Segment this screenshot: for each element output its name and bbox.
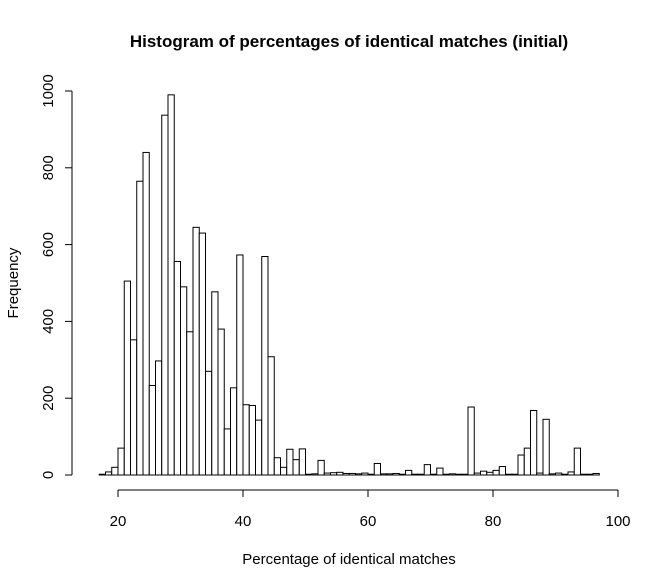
histogram-bar (255, 419, 263, 476)
histogram-bar (248, 404, 256, 476)
histogram-bar (280, 466, 288, 476)
x-tick-label: 20 (110, 513, 127, 530)
histogram-bar (455, 473, 463, 476)
histogram-bar (123, 280, 131, 476)
histogram-bar (311, 473, 319, 476)
histogram-bar (186, 331, 194, 476)
x-tick-label: 80 (485, 513, 502, 530)
histogram-bar (336, 471, 344, 476)
histogram-bar (167, 94, 175, 476)
histogram-bar (542, 418, 550, 476)
x-tick-label: 60 (360, 513, 377, 530)
histogram-bar (217, 328, 225, 476)
histogram-bar (511, 473, 519, 476)
histogram-bar (105, 471, 113, 476)
histogram-bar (155, 360, 163, 476)
histogram-bar (211, 291, 219, 476)
histogram-bar (461, 473, 469, 476)
histogram-bar (136, 180, 144, 476)
histogram-bar (317, 459, 325, 476)
x-tick-label: 100 (605, 513, 630, 530)
histogram-bar (467, 406, 475, 476)
histogram-bar (205, 370, 213, 476)
x-axis-label: Percentage of identical matches (242, 551, 455, 568)
x-tick-label: 40 (235, 513, 252, 530)
y-axis-label: Frequency (5, 247, 22, 318)
histogram-bar (342, 472, 350, 476)
histogram-bar (267, 356, 275, 476)
histogram-bar (436, 467, 444, 476)
histogram-bar (573, 447, 581, 476)
histogram-bar (386, 473, 394, 476)
histogram-bar (567, 471, 575, 476)
histogram-bar (361, 472, 369, 476)
histogram-bar (411, 473, 419, 476)
histogram-bar (98, 473, 106, 476)
histogram-bar (305, 473, 313, 476)
histogram-bar (161, 114, 169, 476)
histogram-bar (117, 447, 125, 476)
histogram-bar (561, 473, 569, 476)
histogram-bar (473, 472, 481, 476)
histogram-bar (480, 470, 488, 476)
histogram-bar (580, 473, 588, 476)
y-tick-label: 0 (40, 471, 57, 479)
histogram-bar (423, 464, 431, 476)
histogram-bar (430, 473, 438, 476)
histogram-bar (498, 466, 506, 476)
chart-title: Histogram of percentages of identical ma… (130, 32, 568, 51)
y-axis: 0 200 400 600 800 1000 (40, 74, 73, 479)
histogram-bar (180, 286, 188, 476)
histogram-bar (380, 473, 388, 476)
histogram-bar (286, 448, 294, 476)
histogram-bar (530, 409, 538, 476)
histogram-bar (261, 256, 269, 476)
histogram-bar (142, 151, 150, 476)
histogram-bars (98, 94, 600, 476)
histogram-bar (173, 260, 181, 476)
histogram-bar (230, 387, 238, 476)
histogram-bar (236, 254, 244, 476)
histogram-bar (273, 457, 281, 476)
histogram-bar (492, 469, 500, 476)
histogram-bar (586, 473, 594, 476)
y-tick-label: 600 (40, 232, 57, 257)
histogram-bar (405, 469, 413, 476)
histogram-bar (292, 459, 300, 476)
y-tick-label: 200 (40, 386, 57, 411)
histogram-bar (548, 473, 556, 476)
histogram-bar (111, 466, 119, 476)
histogram-bar (398, 473, 406, 476)
x-axis: 20 40 60 80 100 (110, 489, 631, 530)
histogram-bar (555, 472, 563, 476)
y-tick-label: 400 (40, 309, 57, 334)
histogram-bar (242, 404, 250, 476)
histogram-bar (448, 473, 456, 476)
histogram-bar (130, 339, 138, 476)
histogram-bar (192, 226, 200, 476)
histogram-bar (592, 472, 600, 476)
histogram-bar (223, 428, 231, 476)
histogram-bar (392, 472, 400, 476)
histogram-bar (148, 385, 156, 476)
histogram-bar (505, 473, 513, 476)
histogram-bar (367, 473, 375, 476)
histogram-bar (323, 472, 331, 476)
histogram-bar (298, 448, 306, 476)
histogram-bar (330, 472, 338, 476)
histogram-bar (355, 473, 363, 476)
y-tick-label: 800 (40, 155, 57, 180)
y-tick-label: 1000 (40, 74, 57, 107)
histogram-bar (523, 447, 531, 476)
histogram-bar (373, 462, 381, 476)
histogram-bar (348, 472, 356, 476)
histogram-bar (417, 473, 425, 476)
histogram-bar (517, 454, 525, 476)
histogram-bar (198, 232, 206, 476)
histogram-bar (442, 473, 450, 476)
histogram-bar (486, 471, 494, 476)
histogram-bar (536, 472, 544, 476)
